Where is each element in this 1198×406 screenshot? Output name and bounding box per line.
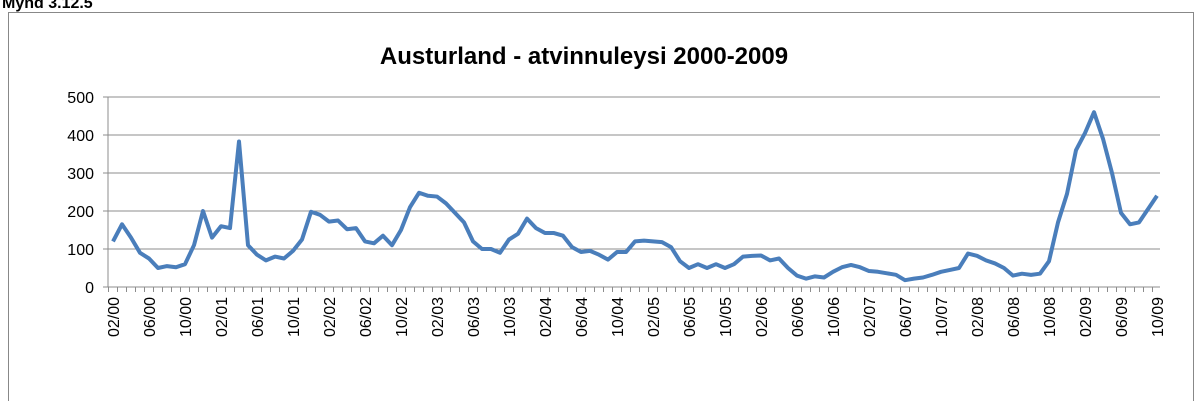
x-tick-label: 02/02 bbox=[322, 297, 339, 337]
chart-title: Austurland - atvinnuleysi 2000-2009 bbox=[380, 43, 788, 70]
x-tick-label: 10/02 bbox=[394, 297, 411, 337]
y-tick-label: 0 bbox=[85, 280, 94, 297]
x-tick-label: 02/05 bbox=[646, 297, 663, 337]
y-tick-label: 100 bbox=[67, 242, 94, 259]
x-tick-label: 06/00 bbox=[142, 297, 159, 337]
x-tick-label: 02/07 bbox=[862, 297, 879, 337]
chart-border bbox=[8, 12, 1194, 406]
data-line bbox=[111, 110, 1159, 283]
x-tick-label: 10/09 bbox=[1150, 297, 1167, 337]
x-tick-label: 10/03 bbox=[502, 297, 519, 337]
y-tick-label: 300 bbox=[67, 166, 94, 183]
y-tick-label: 400 bbox=[67, 128, 94, 145]
x-tick-label: 02/08 bbox=[970, 297, 987, 337]
x-tick-label: 02/06 bbox=[754, 297, 771, 337]
x-tick-label: 06/05 bbox=[682, 297, 699, 337]
caption: Mynd 3.12.5 bbox=[2, 0, 93, 12]
x-tick-label: 10/08 bbox=[1042, 297, 1059, 337]
x-tick-label: 02/09 bbox=[1078, 297, 1095, 337]
x-tick-label: 02/03 bbox=[430, 297, 447, 337]
x-tick-label: 06/07 bbox=[898, 297, 915, 337]
x-tick-label: 06/02 bbox=[358, 297, 375, 337]
x-tick-label: 10/05 bbox=[718, 297, 735, 337]
x-tick-label: 06/04 bbox=[574, 297, 591, 337]
x-tick-label: 02/00 bbox=[106, 297, 123, 337]
x-tick-label: 06/03 bbox=[466, 297, 483, 337]
x-tick-label: 10/00 bbox=[178, 297, 195, 337]
x-tick-label: 10/06 bbox=[826, 297, 843, 337]
y-tick-label: 200 bbox=[67, 204, 94, 221]
x-tick-label: 10/04 bbox=[610, 297, 627, 337]
x-tick-label: 06/08 bbox=[1006, 297, 1023, 337]
x-tick-label: 06/01 bbox=[250, 297, 267, 337]
x-tick-label: 02/04 bbox=[538, 297, 555, 337]
x-tick-label: 10/01 bbox=[286, 297, 303, 337]
x-tick-label: 02/01 bbox=[214, 297, 231, 337]
y-tick-label: 500 bbox=[67, 90, 94, 107]
x-tick-label: 06/06 bbox=[790, 297, 807, 337]
x-tick-label: 06/09 bbox=[1114, 297, 1131, 337]
x-tick-label: 10/07 bbox=[934, 297, 951, 337]
